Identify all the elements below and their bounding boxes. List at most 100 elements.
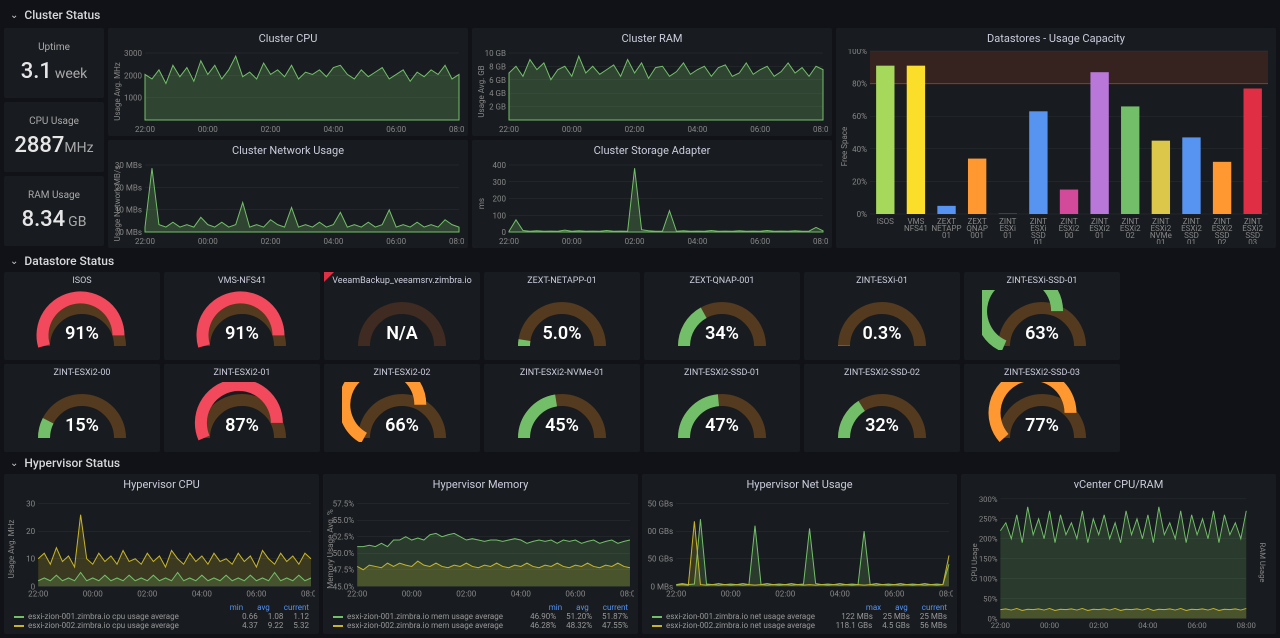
svg-text:10: 10 [26,555,36,564]
svg-text:300: 300 [493,178,507,187]
svg-text:01: 01 [1003,231,1012,240]
svg-text:22:00: 22:00 [28,589,49,598]
svg-text:02: 02 [1126,231,1135,240]
svg-text:20%: 20% [852,177,867,186]
gauge-panel[interactable]: ZINT-ESXi2-0015% [4,364,160,452]
chart-cluster-storage[interactable]: Cluster Storage Adapter 010020030040022:… [472,140,832,248]
gauge-panel[interactable]: ZINT-ESXi2-NVMe-0145% [484,364,640,452]
svg-text:0 MBs: 0 MBs [119,228,142,237]
stat-ram[interactable]: RAM Usage 8.34 GB [4,176,104,246]
svg-text:30: 30 [26,500,36,509]
gauge-title: ZEXT-NETAPP-01 [488,276,636,286]
section-header-cluster[interactable]: ⌄ Cluster Status [4,4,1276,26]
gauge-value: 66% [385,415,419,436]
svg-text:6 GB: 6 GB [489,76,506,85]
svg-text:04:00: 04:00 [323,237,343,246]
chart-cluster-ram[interactable]: Cluster RAM 2 GB4 GB6 GB8 GB10 GB22:0000… [472,28,832,136]
gauge-panel[interactable]: ZINT-ESXi2-SSD-0147% [644,364,800,452]
svg-text:CPU Usage: CPU Usage [970,543,979,581]
gauge-title: ZINT-ESXi2-NVMe-01 [488,368,636,378]
svg-text:02:00: 02:00 [261,237,281,246]
svg-text:55.0%: 55.0% [333,516,355,525]
chart-datastores-bar[interactable]: Datastores - Usage Capacity 0%20%40%60%8… [836,28,1276,248]
stat-label: CPU Usage [4,116,104,127]
gauge-title: VeeamBackup_veeamsrv.zimbra.io [328,276,476,286]
chart-hyp-net[interactable]: Hypervisor Net Usage 0 MBs50 GBs100 GBs1… [642,474,957,634]
chart-cluster-cpu[interactable]: Cluster CPU 10002000300022:0000:0002:000… [108,28,468,136]
svg-text:04:00: 04:00 [511,589,532,598]
svg-text:Usage Avg. MHz: Usage Avg. MHz [8,520,16,579]
gauge-panel[interactable]: VMS-NFS4191% [164,272,320,360]
chart-hyp-mem[interactable]: Hypervisor Memory 45.0%47.5%50.0%52.5%55… [323,474,638,634]
svg-text:Free Space: Free Space [840,127,849,166]
svg-text:02:00: 02:00 [456,589,477,598]
gauge-value: 15% [65,415,99,436]
svg-text:08:00: 08:00 [813,125,828,134]
svg-text:01: 01 [942,231,951,240]
svg-text:2 GB: 2 GB [489,103,506,112]
legend-item[interactable]: esxi-zion-001.zimbra.io net usage averag… [646,612,953,621]
svg-text:60%: 60% [852,112,867,121]
legend-item[interactable]: esxi-zion-002.zimbra.io mem usage averag… [327,621,634,630]
section-title: Datastore Status [24,254,114,268]
gauge-title: ZINT-ESXi2-SSD-01 [648,368,796,378]
svg-text:47.5%: 47.5% [333,566,355,575]
gauge-panel[interactable]: ZEXT-QNAP-00134% [644,272,800,360]
gauge-panel[interactable]: ZINT-ESXi-SSD-0163% [964,272,1120,360]
svg-text:8 GB: 8 GB [489,62,506,71]
svg-text:02:00: 02:00 [625,237,645,246]
svg-text:00: 00 [1065,231,1074,240]
section-header-datastore[interactable]: ⌄ Datastore Status [4,250,1276,272]
svg-text:04:00: 04:00 [323,125,343,134]
chevron-down-icon: ⌄ [10,458,18,469]
legend-item[interactable]: esxi-zion-002.zimbra.io cpu usage averag… [8,621,315,630]
svg-text:3000: 3000 [124,49,142,58]
svg-text:200%: 200% [979,535,998,544]
svg-text:08:00: 08:00 [813,237,828,246]
svg-text:2000: 2000 [124,71,142,80]
gauge-panel[interactable]: ZINT-ESXi2-SSD-0232% [804,364,960,452]
legend-label: esxi-zion-002.zimbra.io net usage averag… [666,621,815,630]
gauge-panel[interactable]: ZINT-ESXi2-SSD-0377% [964,364,1120,452]
svg-text:04:00: 04:00 [192,589,213,598]
svg-text:04:00: 04:00 [830,589,851,598]
svg-text:02:00: 02:00 [775,589,796,598]
legend-item[interactable]: esxi-zion-002.zimbra.io net usage averag… [646,621,953,630]
chart-cluster-net[interactable]: Cluster Network Usage 0 MBs10 MBs20 MBs3… [108,140,468,248]
svg-text:ISOS: ISOS [877,217,894,226]
svg-text:01: 01 [1095,231,1104,240]
legend-item[interactable]: esxi-zion-001.zimbra.io mem usage averag… [327,612,634,621]
stat-uptime[interactable]: Uptime 3.1 week [4,28,104,98]
legend-label: esxi-zion-002.zimbra.io cpu usage averag… [28,621,179,630]
svg-text:RAM Usage: RAM Usage [1258,543,1267,583]
stat-cpu[interactable]: CPU Usage 2887MHz [4,102,104,172]
gauge-panel[interactable]: ZINT-ESXi2-0187% [164,364,320,452]
legend-item[interactable]: esxi-zion-001.zimbra.io cpu usage averag… [8,612,315,621]
gauge-value: 5.0% [543,323,582,344]
section-header-hypervisor[interactable]: ⌄ Hypervisor Status [4,452,1276,474]
legend-label: esxi-zion-001.zimbra.io mem usage averag… [347,612,503,621]
gauge-panel[interactable]: ZEXT-NETAPP-01 5.0% [484,272,640,360]
chart-hyp-cpu[interactable]: Hypervisor CPU 010203022:0000:0002:0004:… [4,474,319,634]
svg-text:22:00: 22:00 [991,621,1010,630]
gauge-panel[interactable]: ZINT-ESXi-010.3% [804,272,960,360]
svg-text:001: 001 [970,231,984,240]
gauge-panel[interactable]: ZINT-ESXi2-0266% [324,364,480,452]
svg-text:00:00: 00:00 [198,237,218,246]
svg-text:08:00: 08:00 [620,589,634,598]
svg-text:Usage Network MB/s: Usage Network MB/s [113,166,122,242]
gauge-panel[interactable]: ISOS91% [4,272,160,360]
chart-vcenter[interactable]: vCenter CPU/RAM 0%50%100%150%200%250%300… [961,474,1276,634]
svg-text:20: 20 [26,527,36,536]
svg-text:00:00: 00:00 [1040,621,1059,630]
svg-text:Memory Usage Avg. %: Memory Usage Avg. % [327,509,335,589]
svg-text:NFS41: NFS41 [904,224,928,233]
svg-text:57.5%: 57.5% [333,500,355,509]
svg-text:08:00: 08:00 [449,237,464,246]
gauge-title: ZINT-ESXi2-SSD-02 [808,368,956,378]
svg-text:80%: 80% [852,80,867,89]
svg-text:0%: 0% [857,210,867,219]
gauge-panel[interactable]: VeeamBackup_veeamsrv.zimbra.ioN/A [324,272,480,360]
svg-text:150%: 150% [979,555,998,564]
svg-text:250%: 250% [979,515,998,524]
